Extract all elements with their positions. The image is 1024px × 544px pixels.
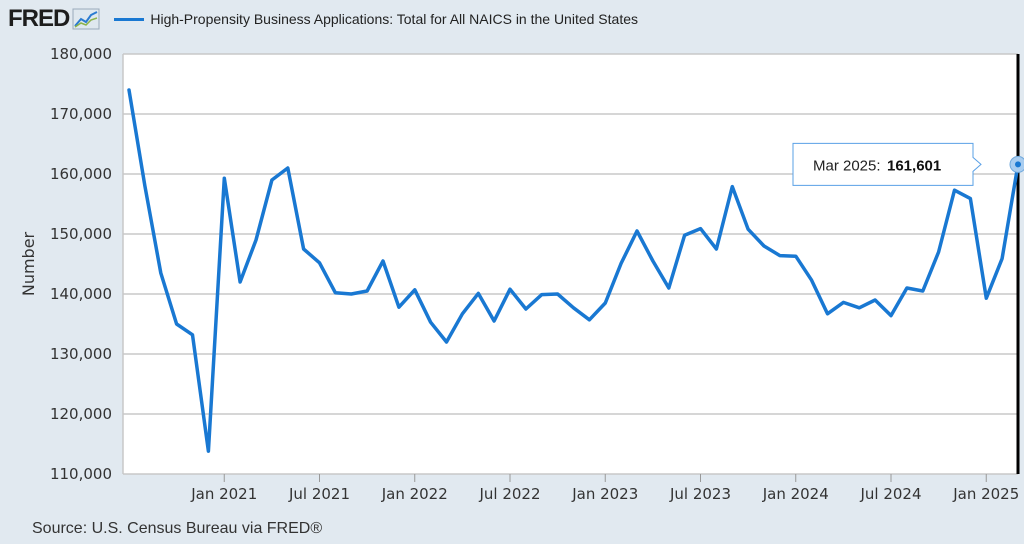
data-point[interactable] (222, 176, 226, 180)
data-point[interactable] (191, 333, 195, 337)
data-point[interactable] (889, 314, 893, 318)
y-tick-label: 130,000 (50, 345, 112, 363)
y-tick-label: 110,000 (50, 465, 112, 483)
data-point[interactable] (905, 286, 909, 290)
data-point[interactable] (175, 322, 179, 326)
data-point[interactable] (841, 300, 845, 304)
x-tick-label: Jul 2021 (288, 485, 350, 503)
data-point[interactable] (714, 247, 718, 251)
data-point[interactable] (270, 178, 274, 182)
hover-point[interactable] (1015, 161, 1021, 168)
data-point[interactable] (794, 254, 798, 258)
data-point[interactable] (445, 340, 449, 344)
tooltip-label: Mar 2025: (813, 157, 881, 174)
data-point[interactable] (603, 301, 607, 305)
data-point[interactable] (206, 449, 210, 453)
y-axis-label: Number (19, 231, 38, 296)
data-point[interactable] (127, 88, 131, 92)
data-point[interactable] (762, 244, 766, 248)
legend-swatch (114, 17, 145, 21)
data-point[interactable] (524, 307, 528, 311)
data-point[interactable] (159, 271, 163, 275)
data-point[interactable] (587, 318, 591, 322)
data-point[interactable] (826, 312, 830, 316)
y-tick-label: 180,000 (50, 45, 112, 63)
data-point[interactable] (699, 227, 703, 231)
data-point[interactable] (508, 287, 512, 291)
series-line[interactable] (127, 88, 1020, 453)
data-point[interactable] (381, 259, 385, 263)
chart-header: FRED High-Propensity Business Applicatio… (8, 4, 638, 34)
data-point[interactable] (286, 166, 290, 170)
x-tick-label: Jan 2024 (762, 485, 829, 503)
data-point[interactable] (302, 247, 306, 251)
data-point[interactable] (873, 298, 877, 302)
fred-logo[interactable]: FRED (8, 5, 70, 32)
x-tick-label: Jul 2023 (669, 485, 731, 503)
data-point[interactable] (572, 306, 576, 310)
x-tick-label: Jan 2023 (571, 485, 638, 503)
data-point[interactable] (254, 238, 258, 242)
legend-series-title[interactable]: High-Propensity Business Applications: T… (150, 11, 638, 27)
data-point[interactable] (953, 188, 957, 192)
line-chart-icon (72, 8, 100, 30)
y-tick-label: 150,000 (50, 225, 112, 243)
data-point[interactable] (730, 185, 734, 189)
data-point[interactable] (476, 291, 480, 295)
y-tick-label: 170,000 (50, 105, 112, 123)
data-point[interactable] (937, 250, 941, 254)
x-tick-label: Jul 2022 (478, 485, 540, 503)
x-tick-label: Jan 2022 (381, 485, 448, 503)
data-point[interactable] (349, 292, 353, 296)
data-point[interactable] (540, 293, 544, 297)
data-point[interactable] (984, 296, 988, 300)
data-point[interactable] (1000, 257, 1004, 261)
tooltip-value: 161,601 (887, 157, 941, 174)
data-point[interactable] (683, 233, 687, 237)
data-point[interactable] (810, 278, 814, 282)
data-point[interactable] (651, 259, 655, 263)
data-point[interactable] (413, 288, 417, 292)
data-point[interactable] (921, 289, 925, 293)
data-point[interactable] (429, 320, 433, 324)
plot-area (123, 54, 1018, 474)
tooltip-box (792, 142, 982, 186)
data-point[interactable] (460, 312, 464, 316)
y-tick-label: 160,000 (50, 165, 112, 183)
data-point[interactable] (968, 197, 972, 201)
data-point[interactable] (746, 227, 750, 231)
data-point[interactable] (333, 291, 337, 295)
data-point[interactable] (238, 280, 242, 284)
data-point[interactable] (492, 319, 496, 323)
y-tick-label: 120,000 (50, 405, 112, 423)
data-point[interactable] (556, 292, 560, 296)
data-point[interactable] (778, 254, 782, 258)
data-point[interactable] (635, 229, 639, 233)
data-point[interactable] (619, 261, 623, 265)
source-note: Source: U.S. Census Bureau via FRED® (32, 520, 323, 537)
data-point[interactable] (365, 289, 369, 293)
x-tick-label: Jan 2021 (190, 485, 257, 503)
y-tick-label: 140,000 (50, 285, 112, 303)
x-tick-label: Jan 2025 (952, 485, 1019, 503)
data-point[interactable] (857, 306, 861, 310)
data-point[interactable] (143, 184, 147, 188)
x-tick-label: Jul 2024 (859, 485, 921, 503)
data-point[interactable] (397, 305, 401, 309)
data-point[interactable] (667, 286, 671, 290)
data-point[interactable] (318, 261, 322, 265)
